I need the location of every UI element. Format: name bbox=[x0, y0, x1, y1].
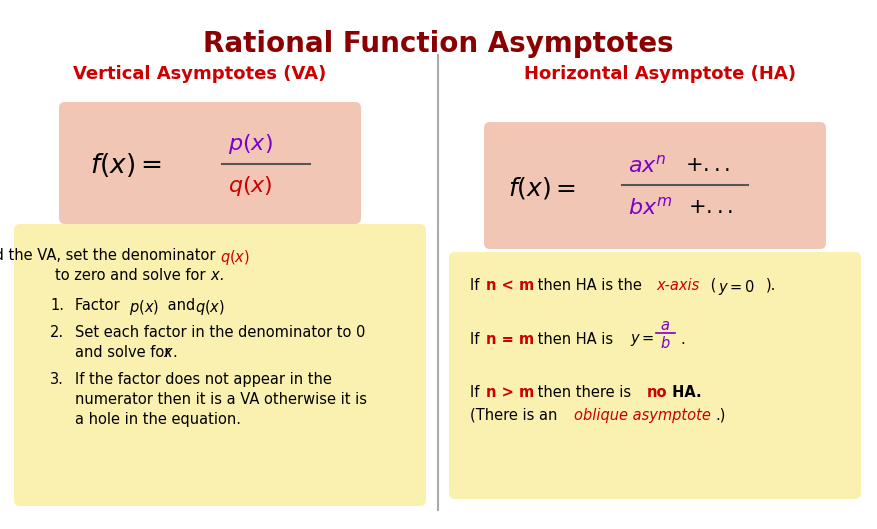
Text: oblique asymptote: oblique asymptote bbox=[574, 408, 711, 423]
Text: If: If bbox=[470, 385, 484, 400]
FancyBboxPatch shape bbox=[449, 252, 861, 499]
Text: Rational Function Asymptotes: Rational Function Asymptotes bbox=[203, 30, 674, 58]
Text: then HA is: then HA is bbox=[533, 332, 617, 347]
FancyBboxPatch shape bbox=[484, 122, 826, 249]
Text: a hole in the equation.: a hole in the equation. bbox=[75, 412, 241, 427]
Text: n = m: n = m bbox=[486, 332, 534, 347]
Text: HA.: HA. bbox=[667, 385, 702, 400]
Text: x-axis: x-axis bbox=[656, 278, 699, 293]
FancyBboxPatch shape bbox=[59, 102, 361, 224]
Text: 2.: 2. bbox=[50, 325, 64, 340]
Text: Vertical Asymptotes (VA): Vertical Asymptotes (VA) bbox=[74, 65, 326, 83]
Text: then there is: then there is bbox=[533, 385, 636, 400]
Text: .: . bbox=[680, 332, 685, 347]
Text: n > m: n > m bbox=[486, 385, 534, 400]
Text: To find the VA, set the denominator: To find the VA, set the denominator bbox=[0, 248, 220, 263]
Text: then HA is the: then HA is the bbox=[533, 278, 646, 293]
Text: $a$: $a$ bbox=[660, 317, 670, 333]
Text: .: . bbox=[172, 345, 177, 360]
Text: $p(x)$: $p(x)$ bbox=[228, 132, 273, 156]
Text: n < m: n < m bbox=[486, 278, 534, 293]
Text: $bx^m$: $bx^m$ bbox=[628, 196, 673, 218]
Text: Factor: Factor bbox=[75, 298, 125, 313]
Text: $y = 0$: $y = 0$ bbox=[718, 278, 755, 297]
Text: $b$: $b$ bbox=[660, 335, 670, 351]
Text: and: and bbox=[163, 298, 200, 313]
Text: $y=$: $y=$ bbox=[630, 332, 654, 348]
Text: 3.: 3. bbox=[50, 372, 64, 387]
Text: If the factor does not appear in the: If the factor does not appear in the bbox=[75, 372, 332, 387]
Text: $q(x)$: $q(x)$ bbox=[228, 174, 273, 198]
Text: and solve for: and solve for bbox=[75, 345, 175, 360]
Text: (There is an: (There is an bbox=[470, 408, 562, 423]
Text: $ax^n$: $ax^n$ bbox=[628, 154, 667, 176]
Text: numerator then it is a VA otherwise it is: numerator then it is a VA otherwise it i… bbox=[75, 392, 367, 407]
Text: .): .) bbox=[715, 408, 725, 423]
Text: $x$.: $x$. bbox=[210, 268, 224, 283]
Text: $+...$: $+...$ bbox=[688, 197, 733, 217]
Text: $f(x)=$: $f(x)=$ bbox=[508, 175, 576, 201]
Text: $p(x)$: $p(x)$ bbox=[129, 298, 159, 317]
Text: $f(x)=$: $f(x)=$ bbox=[90, 151, 162, 179]
Text: Set each factor in the denominator to 0: Set each factor in the denominator to 0 bbox=[75, 325, 366, 340]
Text: $x$: $x$ bbox=[163, 345, 175, 360]
Text: (: ( bbox=[706, 278, 717, 293]
Text: If: If bbox=[470, 332, 484, 347]
Text: ).: ). bbox=[766, 278, 776, 293]
Text: no: no bbox=[647, 385, 667, 400]
Text: 1.: 1. bbox=[50, 298, 64, 313]
Text: $q(x)$: $q(x)$ bbox=[220, 248, 250, 267]
Text: $q(x)$: $q(x)$ bbox=[195, 298, 225, 317]
Text: $+...$: $+...$ bbox=[685, 155, 731, 175]
Text: Horizontal Asymptote (HA): Horizontal Asymptote (HA) bbox=[524, 65, 796, 83]
Text: If: If bbox=[470, 278, 484, 293]
FancyBboxPatch shape bbox=[14, 224, 426, 506]
Text: to zero and solve for: to zero and solve for bbox=[55, 268, 210, 283]
